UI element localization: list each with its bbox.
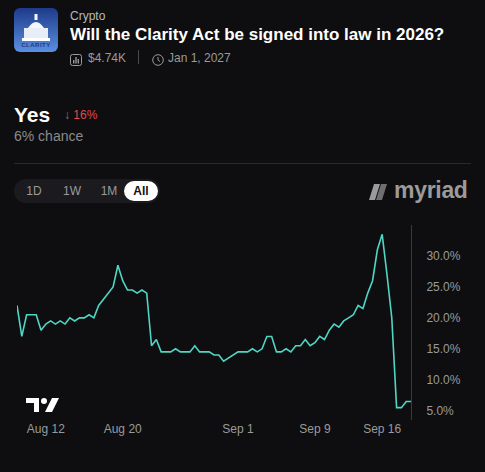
svg-text:Aug 12: Aug 12 (27, 422, 65, 436)
svg-text:Sep 1: Sep 1 (222, 422, 254, 436)
svg-text:10.0%: 10.0% (426, 373, 460, 387)
html-text:Jan 1, 2027: Jan 1, 2027 (168, 51, 231, 65)
html-text:Crypto: Crypto (70, 9, 106, 23)
svg-text:15.0%: 15.0% (426, 342, 460, 356)
html-text:1W: 1W (63, 184, 81, 198)
html-text:Will the Clarity Act be signed: Will the Clarity Act be signed into law … (70, 25, 445, 44)
svg-text:20.0%: 20.0% (426, 311, 460, 325)
html-text:↓ 16%: ↓ 16% (64, 108, 98, 122)
svg-text:25.0%: 25.0% (426, 280, 460, 294)
svg-text:30.0%: 30.0% (426, 249, 460, 263)
html-text:myriad: myriad (394, 177, 468, 203)
html-text:CLARITY: CLARITY (21, 42, 51, 48)
html-text:All: All (133, 184, 149, 198)
svg-text:Sep 16: Sep 16 (363, 422, 401, 436)
html-text:1M: 1M (100, 184, 118, 198)
html-text:6% chance: 6% chance (14, 128, 84, 144)
svg-text:5.0%: 5.0% (426, 404, 454, 418)
svg-text:Aug 20: Aug 20 (104, 422, 142, 436)
html-text:1D: 1D (26, 184, 42, 198)
html-text:Yes: Yes (14, 103, 51, 126)
html-text:$4.74K: $4.74K (88, 51, 126, 65)
svg-text:Sep 9: Sep 9 (299, 422, 331, 436)
